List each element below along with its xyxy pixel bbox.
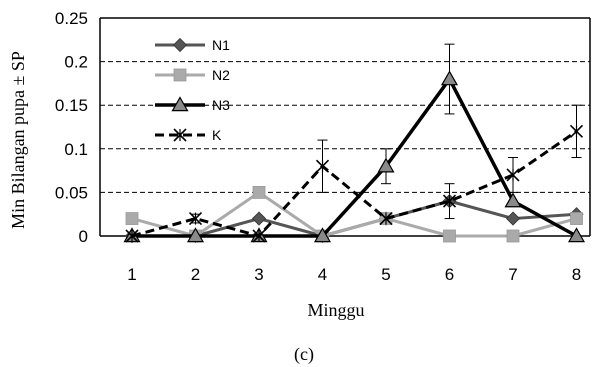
- point-K-1: [188, 211, 203, 226]
- legend-marker-K: [173, 128, 187, 142]
- y-tick-labels: 0 0.05 0.1 0.15 0.2 0.25: [55, 9, 88, 246]
- x-tick-label-1: 2: [191, 265, 200, 284]
- point-N2-5: [443, 229, 456, 243]
- point-K-0: [125, 229, 139, 243]
- legend-marker-N3: [171, 96, 189, 112]
- point-K-6: [506, 168, 520, 182]
- series-line-N2: [131, 190, 577, 238]
- series-N3: [123, 70, 586, 243]
- x-axis-title: Minggu: [307, 300, 364, 320]
- legend-entry-K: K: [155, 127, 222, 143]
- y-tick-label-3: 0.15: [55, 96, 88, 115]
- point-K-4: [379, 211, 393, 226]
- point-N3-1: [186, 227, 205, 243]
- y-tick-label-4: 0.2: [64, 53, 88, 72]
- point-N1-6: [505, 211, 521, 226]
- legend-marker-N1: [172, 37, 188, 53]
- y-axis: [99, 17, 591, 236]
- point-N2-2: [252, 185, 266, 199]
- figure-caption: (c): [294, 344, 314, 365]
- x-tick-label-6: 7: [508, 265, 517, 284]
- point-N2-6: [506, 229, 520, 243]
- error-bars: [190, 43, 582, 224]
- legend-label-N2: N2: [212, 67, 230, 83]
- legend-label-K: K: [212, 127, 222, 143]
- series-line-K: [131, 130, 578, 238]
- legend-entry-N3: N3: [155, 96, 230, 113]
- series-K: [125, 124, 584, 243]
- legend-marker-N2: [173, 68, 187, 82]
- point-N3-4: [377, 157, 395, 173]
- legend: N1 N2 N3 K: [155, 37, 230, 143]
- y-tick-label-2: 0.1: [64, 140, 88, 159]
- point-N1-2: [251, 211, 267, 226]
- point-N3-7: [567, 227, 586, 243]
- point-K-5: [442, 194, 457, 208]
- point-N3-5: [440, 70, 459, 86]
- series-line-N3: [132, 77, 578, 238]
- y-tick-label-0: 0: [79, 227, 88, 246]
- y-tick-label-1: 0.05: [55, 183, 88, 202]
- legend-entry-N1: N1: [155, 37, 230, 53]
- point-K-3: [315, 159, 330, 173]
- x-tick-label-0: 1: [127, 265, 136, 284]
- point-N3-6: [504, 192, 522, 208]
- x-tick-label-3: 4: [318, 265, 327, 284]
- point-K-2: [252, 229, 266, 243]
- x-tick-label-5: 6: [445, 265, 454, 284]
- x-tick-labels: 1 2 3 4 5 6 7 8: [127, 265, 581, 284]
- x-tick-label-2: 3: [254, 265, 263, 284]
- y-tick-label-5: 0.25: [55, 9, 88, 28]
- point-N2-7: [570, 212, 583, 225]
- series-lines: [123, 70, 586, 244]
- point-N2-0: [125, 212, 139, 225]
- x-tick-label-7: 8: [572, 265, 581, 284]
- legend-label-N1: N1: [212, 37, 230, 53]
- legend-label-N3: N3: [212, 97, 230, 113]
- legend-entry-N2: N2: [155, 67, 230, 83]
- y-axis-title: Min Bilangan pupa ± SP: [8, 51, 28, 229]
- point-N3-3: [313, 227, 332, 243]
- point-K-7: [569, 124, 584, 138]
- gridlines: [100, 61, 590, 193]
- x-tick-label-4: 5: [381, 265, 390, 284]
